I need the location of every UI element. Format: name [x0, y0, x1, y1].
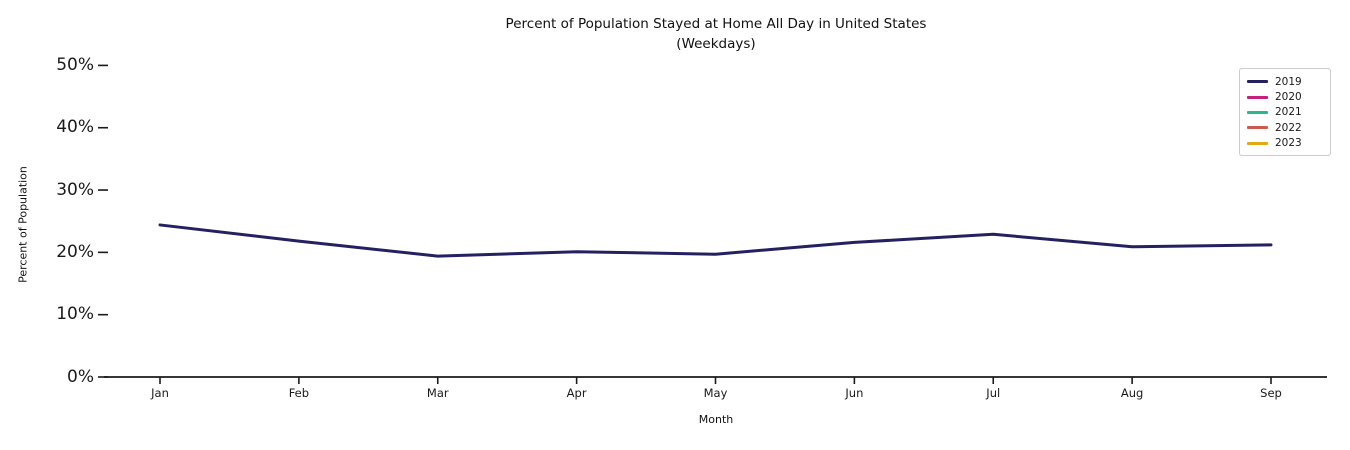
x-tick-label: May: [703, 386, 728, 400]
legend-swatch-2023: [1247, 141, 1268, 145]
x-tick-label: Aug: [1120, 386, 1144, 400]
x-axis-label: Month: [698, 413, 734, 426]
legend-swatch-2022: [1247, 126, 1268, 130]
y-tick-label: 50%: [56, 54, 94, 75]
x-tick-label: Jul: [986, 386, 1001, 400]
x-tick-label: Jun: [845, 386, 864, 400]
y-tick-label: 20%: [56, 241, 94, 262]
chart-title-line2: (Weekdays): [676, 36, 756, 52]
legend-item-2020: 2020: [1247, 89, 1322, 104]
chart-title: Percent of Population Stayed at Home All…: [105, 14, 1327, 54]
legend-label: 2022: [1275, 121, 1302, 134]
legend-item-2021: 2021: [1247, 105, 1322, 120]
legend-swatch-2019: [1247, 80, 1268, 84]
legend-label: 2020: [1275, 91, 1302, 104]
legend-item-2019: 2019: [1247, 74, 1322, 89]
legend-label: 2021: [1275, 106, 1302, 119]
legend-item-2023: 2023: [1247, 136, 1322, 151]
y-tick-label: 40%: [56, 117, 94, 138]
series-line-2019: [158, 223, 1273, 258]
y-tick-label: 30%: [56, 179, 94, 200]
legend-item-2022: 2022: [1247, 120, 1322, 135]
x-tick-label: Jan: [151, 386, 169, 400]
x-tick-label: Apr: [566, 386, 587, 400]
y-tick-label: 10%: [56, 304, 94, 325]
legend: 2019 2020 2021 2022 2023: [1239, 68, 1331, 156]
x-tick-label: Feb: [288, 386, 310, 400]
legend-label: 2019: [1275, 75, 1302, 88]
legend-label: 2023: [1275, 137, 1302, 150]
legend-swatch-2021: [1247, 110, 1268, 114]
legend-swatch-2020: [1247, 95, 1268, 99]
chart-title-line1: Percent of Population Stayed at Home All…: [505, 16, 927, 32]
x-tick-label: Mar: [426, 386, 449, 400]
y-tick-label: 0%: [67, 366, 94, 387]
x-tick-label: Sep: [1260, 386, 1282, 400]
